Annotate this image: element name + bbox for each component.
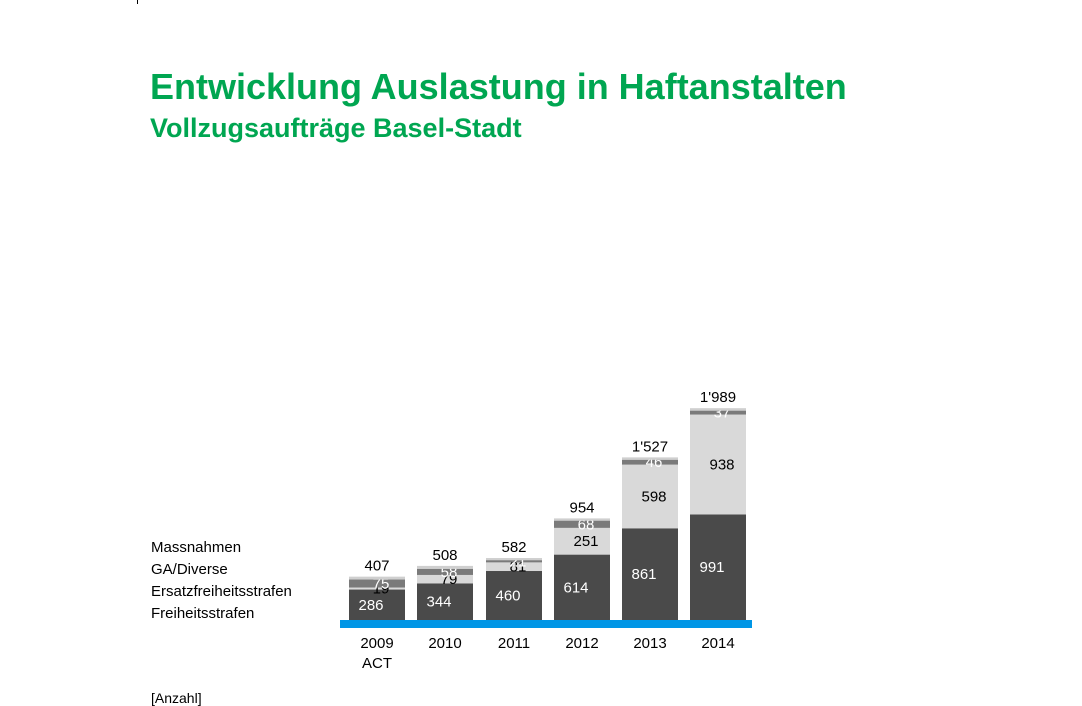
total-label: 1'989 <box>700 389 736 406</box>
legend-item: Massnahmen <box>151 539 242 556</box>
bar-segment <box>349 579 405 588</box>
bar-segment <box>417 574 473 584</box>
corner-tick <box>137 0 138 4</box>
total-label: 954 <box>569 499 594 516</box>
data-label: 46 <box>646 454 663 471</box>
bar-segment <box>690 410 746 415</box>
data-label: 21 <box>510 553 527 570</box>
legend-item: Freiheitsstrafen <box>151 605 255 622</box>
bar-segment <box>486 558 542 561</box>
bar-segment <box>349 587 405 590</box>
legend-item: Ersatzfreiheitsstrafen <box>151 583 292 600</box>
data-label: 75 <box>373 576 390 593</box>
category-label: 2014 <box>701 635 734 652</box>
bar-segment <box>349 576 405 580</box>
data-label: 861 <box>631 566 656 583</box>
data-label: 344 <box>426 594 451 611</box>
bar-segment <box>554 554 610 620</box>
total-label: 582 <box>501 539 526 556</box>
unit-label: [Anzahl] <box>151 690 202 706</box>
bar-segment <box>690 514 746 620</box>
category-label: ACT <box>362 655 392 672</box>
category-label: 2013 <box>633 635 666 652</box>
data-label: 938 <box>709 457 734 474</box>
data-label: 37 <box>714 405 731 422</box>
legend: Massnahmen GA/Diverse Ersatzfreiheitsstr… <box>151 537 292 625</box>
data-label: 79 <box>441 571 458 588</box>
bar-segment <box>486 571 542 620</box>
bar-segment <box>349 589 405 620</box>
data-label: 598 <box>641 488 666 505</box>
chart-title: Entwicklung Auslastung in Haftanstalten <box>150 66 847 107</box>
data-label: 614 <box>563 579 588 596</box>
total-label: 508 <box>432 547 457 564</box>
category-label: 2010 <box>428 635 461 652</box>
category-label: 2012 <box>565 635 598 652</box>
bar-segment <box>417 583 473 620</box>
bar-segment <box>417 568 473 575</box>
bar-segment <box>622 459 678 465</box>
data-label: 81 <box>510 559 527 576</box>
bar-segment <box>554 520 610 528</box>
bar-segment <box>554 527 610 555</box>
data-label: 991 <box>699 559 724 576</box>
data-label: 251 <box>573 533 598 550</box>
baseline <box>340 620 752 628</box>
legend-item: GA/Diverse <box>151 561 228 578</box>
total-label: 407 <box>364 558 389 575</box>
data-label: 286 <box>358 597 383 614</box>
bar-segment <box>486 562 542 572</box>
bar-segment <box>690 414 746 515</box>
bar-segment <box>622 457 678 460</box>
bar-segment <box>622 464 678 529</box>
bar-segment <box>554 518 610 521</box>
total-label: 1'527 <box>632 438 668 455</box>
data-label: 460 <box>495 588 520 605</box>
bar-segment <box>417 565 473 569</box>
bar-segment <box>622 528 678 620</box>
bar-segment <box>690 408 746 411</box>
chart-subtitle: Vollzugsaufträge Basel-Stadt <box>150 113 522 143</box>
category-label: 2009 <box>360 635 393 652</box>
bar-segment <box>486 560 542 563</box>
category-label: 2011 <box>498 635 530 652</box>
